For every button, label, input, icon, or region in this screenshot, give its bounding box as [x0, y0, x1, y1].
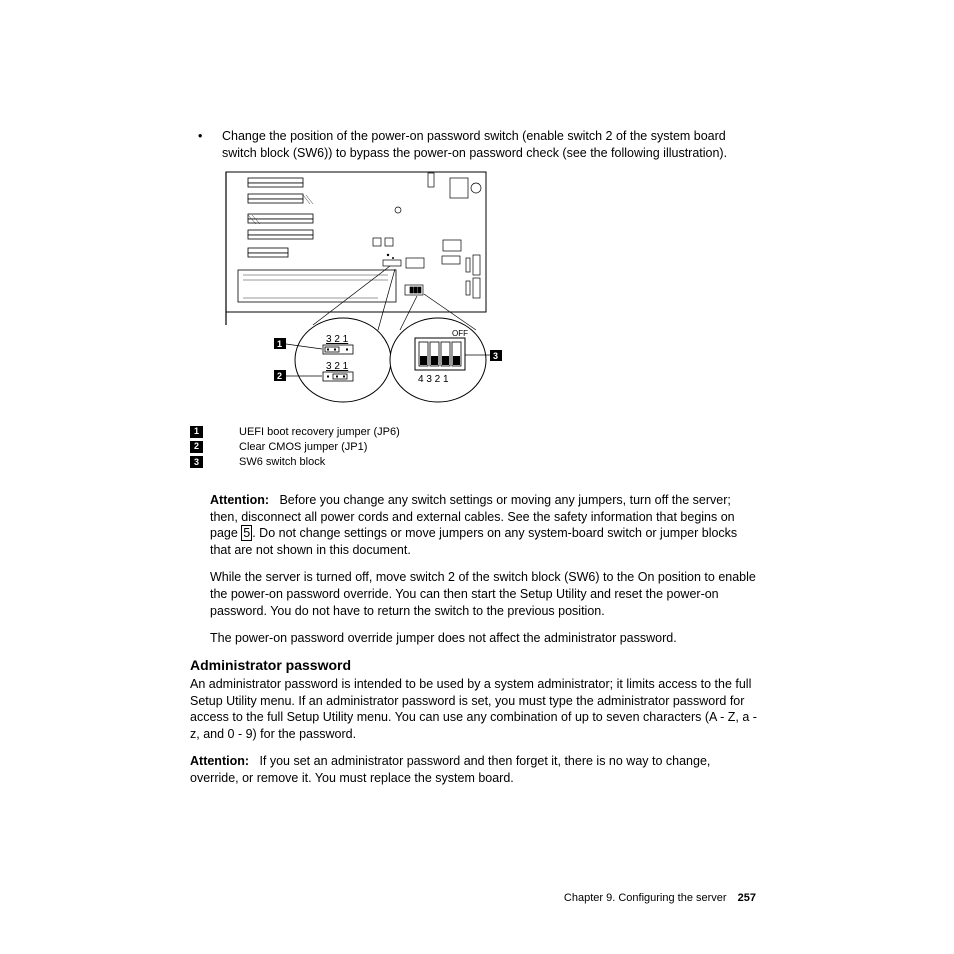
- attention-after: . Do not change settings or move jumpers…: [210, 526, 737, 557]
- attention-label-2: Attention:: [190, 754, 249, 768]
- legend-text-2: Clear CMOS jumper (JP1): [239, 440, 367, 454]
- board-diagram: 3 2 1 3 2 1 OFF: [218, 170, 760, 415]
- legend-text-3: SW6 switch block: [239, 455, 325, 469]
- legend-num-1: 1: [190, 426, 203, 438]
- svg-text:2: 2: [277, 371, 282, 381]
- legend-num-3: 3: [190, 456, 203, 468]
- admin-password-heading: Administrator password: [190, 657, 760, 673]
- switch-off-label: OFF: [452, 329, 468, 338]
- attention2-text: If you set an administrator password and…: [190, 754, 710, 785]
- attention-paragraph-2: Attention: If you set an administrator p…: [190, 753, 760, 787]
- admin-password-body: An administrator password is intended to…: [190, 676, 760, 744]
- jumper-label-top: 3 2 1: [326, 334, 349, 345]
- legend-row: 1 UEFI boot recovery jumper (JP6): [190, 425, 760, 439]
- svg-text:1: 1: [277, 339, 282, 349]
- switch-numbers: 4 3 2 1: [418, 374, 449, 385]
- page-5-link[interactable]: 5: [241, 525, 252, 541]
- diagram-legend: 1 UEFI boot recovery jumper (JP6) 2 Clea…: [190, 425, 760, 470]
- jumper-label-bottom: 3 2 1: [326, 361, 349, 372]
- legend-row: 3 SW6 switch block: [190, 455, 760, 469]
- footer-page-number: 257: [738, 892, 756, 904]
- bullet-marker: •: [210, 128, 222, 145]
- svg-text:3: 3: [493, 351, 498, 361]
- override-paragraph: While the server is turned off, move swi…: [210, 569, 760, 620]
- jumper-note-paragraph: The power-on password override jumper do…: [210, 630, 760, 647]
- attention-label: Attention:: [210, 493, 269, 507]
- legend-num-2: 2: [190, 441, 203, 453]
- page-footer: Chapter 9. Configuring the server 257: [564, 892, 756, 904]
- legend-text-1: UEFI boot recovery jumper (JP6): [239, 425, 400, 439]
- legend-row: 2 Clear CMOS jumper (JP1): [190, 440, 760, 454]
- bullet-paragraph: •Change the position of the power-on pas…: [210, 128, 760, 162]
- attention-paragraph-1: Attention: Before you change any switch …: [210, 492, 760, 560]
- bullet-text: Change the position of the power-on pass…: [222, 129, 727, 160]
- footer-chapter: Chapter 9. Configuring the server: [564, 892, 727, 904]
